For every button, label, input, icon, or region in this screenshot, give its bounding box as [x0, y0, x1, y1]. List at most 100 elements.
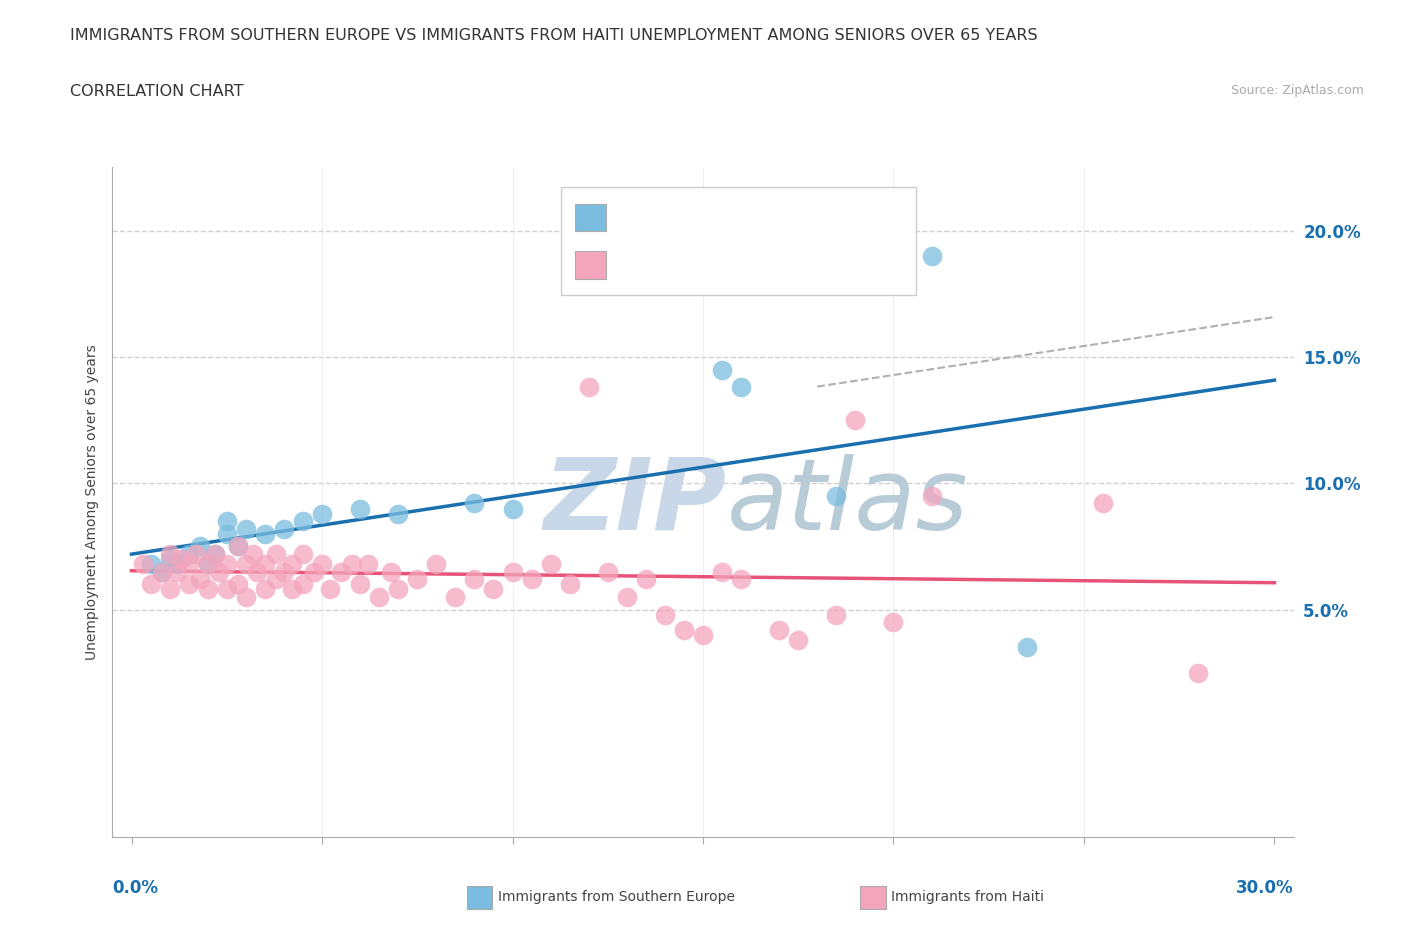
Text: 25: 25 — [766, 208, 790, 227]
Point — [177, 557, 200, 572]
Point — [291, 577, 314, 591]
Point — [425, 557, 447, 572]
Point — [596, 565, 619, 579]
Point — [159, 582, 181, 597]
Point — [330, 565, 353, 579]
Text: 68: 68 — [766, 256, 790, 273]
Point — [139, 557, 162, 572]
Point — [197, 557, 219, 572]
Point — [159, 547, 181, 562]
Text: 30.0%: 30.0% — [1236, 879, 1294, 897]
Point — [730, 379, 752, 394]
Point — [380, 565, 402, 579]
Point — [273, 522, 295, 537]
Point — [177, 577, 200, 591]
Point — [242, 547, 264, 562]
Point — [253, 557, 276, 572]
Point — [311, 557, 333, 572]
Point — [170, 551, 193, 566]
Point — [768, 622, 790, 637]
Point — [246, 565, 269, 579]
Point — [226, 577, 249, 591]
Point — [215, 582, 238, 597]
Point — [280, 582, 302, 597]
Point — [226, 539, 249, 554]
Text: ZIP: ZIP — [544, 454, 727, 551]
Y-axis label: Unemployment Among Seniors over 65 years: Unemployment Among Seniors over 65 years — [86, 344, 100, 660]
Text: R =: R = — [617, 256, 654, 273]
Point — [921, 248, 943, 263]
Point — [235, 557, 257, 572]
Text: Source: ZipAtlas.com: Source: ZipAtlas.com — [1230, 84, 1364, 97]
Point — [253, 526, 276, 541]
Point — [266, 572, 288, 587]
Text: Immigrants from Southern Europe: Immigrants from Southern Europe — [498, 890, 735, 905]
Point — [406, 572, 429, 587]
Point — [235, 590, 257, 604]
Point — [235, 522, 257, 537]
Text: -0.048: -0.048 — [659, 256, 718, 273]
Point — [387, 582, 409, 597]
Point — [311, 506, 333, 521]
Point — [349, 577, 371, 591]
Text: R =: R = — [617, 208, 654, 227]
Point — [368, 590, 391, 604]
Point — [215, 526, 238, 541]
Point — [291, 513, 314, 528]
Point — [540, 557, 562, 572]
Point — [463, 496, 485, 511]
Point — [349, 501, 371, 516]
Point — [787, 632, 810, 647]
Point — [578, 379, 600, 394]
Point — [253, 582, 276, 597]
Point — [502, 565, 524, 579]
Point — [186, 547, 208, 562]
Point — [387, 506, 409, 521]
Point — [882, 615, 904, 630]
Text: N =: N = — [718, 256, 766, 273]
Point — [444, 590, 467, 604]
Point — [825, 607, 848, 622]
Point — [1015, 640, 1038, 655]
Point — [273, 565, 295, 579]
Point — [197, 557, 219, 572]
Point — [1092, 496, 1115, 511]
Text: atlas: atlas — [727, 454, 969, 551]
Point — [266, 547, 288, 562]
Point — [844, 413, 866, 428]
Point — [520, 572, 543, 587]
Point — [1187, 665, 1209, 680]
Point — [215, 513, 238, 528]
Point — [291, 547, 314, 562]
Point — [711, 362, 734, 377]
Text: 0.339: 0.339 — [659, 208, 718, 227]
Text: CORRELATION CHART: CORRELATION CHART — [70, 84, 243, 99]
Point — [177, 547, 200, 562]
Point — [482, 582, 505, 597]
Point — [502, 501, 524, 516]
Point — [280, 557, 302, 572]
Point — [166, 565, 188, 579]
Text: IMMIGRANTS FROM SOUTHERN EUROPE VS IMMIGRANTS FROM HAITI UNEMPLOYMENT AMONG SENI: IMMIGRANTS FROM SOUTHERN EUROPE VS IMMIG… — [70, 28, 1038, 43]
Point — [208, 565, 231, 579]
Point — [692, 628, 714, 643]
Point — [672, 622, 695, 637]
Point — [463, 572, 485, 587]
Point — [342, 557, 364, 572]
Point — [150, 565, 173, 579]
Point — [150, 565, 173, 579]
Point — [166, 557, 188, 572]
Text: N =: N = — [718, 208, 766, 227]
Point — [197, 582, 219, 597]
Point — [318, 582, 340, 597]
Point — [204, 547, 226, 562]
Point — [304, 565, 326, 579]
Point — [215, 557, 238, 572]
Text: 0.0%: 0.0% — [112, 879, 159, 897]
Point — [730, 572, 752, 587]
Point — [188, 539, 211, 554]
Point — [558, 577, 581, 591]
Point — [634, 572, 657, 587]
Point — [616, 590, 638, 604]
Point — [204, 547, 226, 562]
